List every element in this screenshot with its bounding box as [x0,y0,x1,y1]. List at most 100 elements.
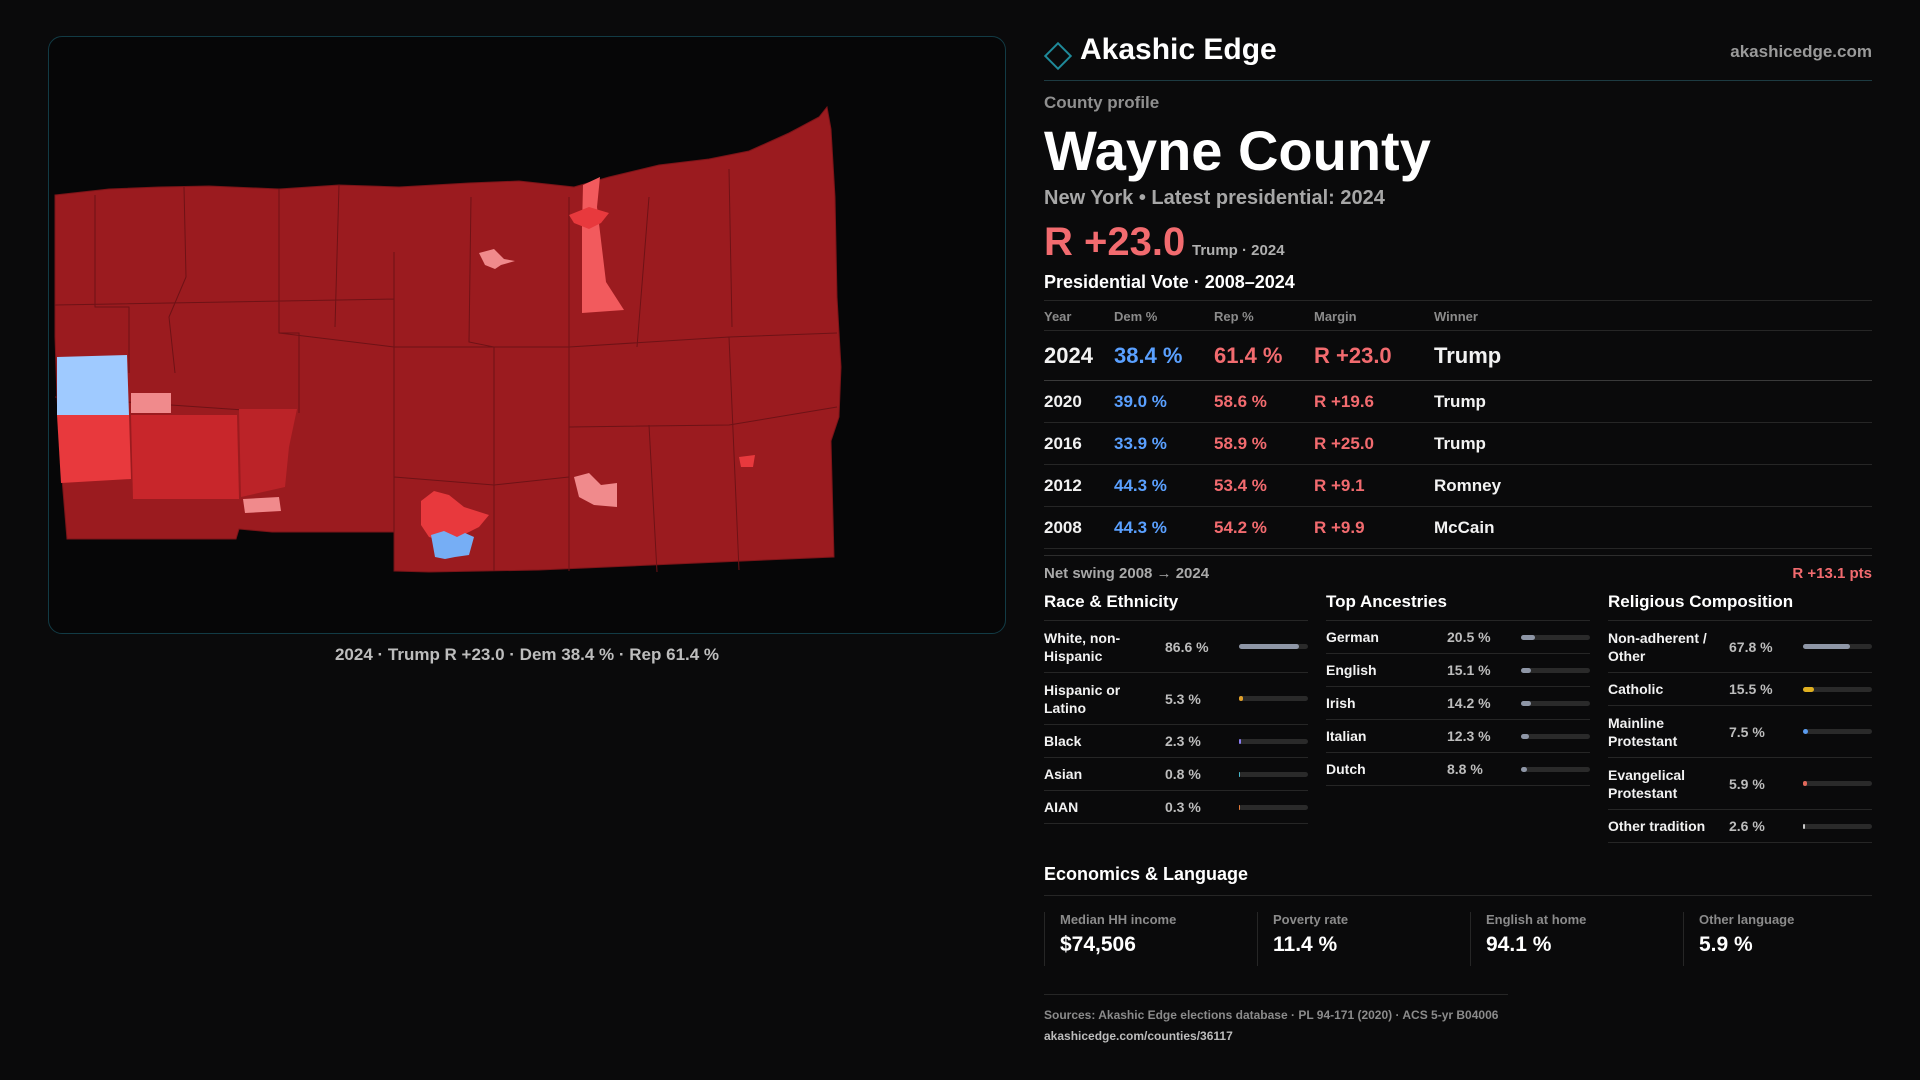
religion-row: Evangelical Protestant 5.9 % [1608,758,1872,810]
profile-eyebrow: County profile [1044,93,1160,112]
headline-margin-note: Trump · 2024 [1192,242,1285,259]
net-swing-label: Net swing 2008 → 2024 [1044,565,1210,582]
brand-header: Akashic Edge akashicedge.com [1043,30,1872,81]
precinct-small-north2 [569,207,609,229]
precinct-small-east2 [739,455,755,467]
col-header-year: Year [1044,301,1114,331]
precinct-town-dem [431,531,474,559]
stat-label: Mainline Protestant [1608,715,1678,749]
table-row: 2012 44.3 % 53.4 % R +9.1 Romney [1044,464,1872,507]
stat-label: Catholic [1608,681,1664,697]
ancestry-row: Irish 14.2 % [1326,687,1590,720]
rep-cell: 58.9 % [1214,422,1314,465]
year-cell: 2012 [1044,464,1114,507]
dem-cell: 38.4 % [1114,330,1214,381]
margin-cell: R +25.0 [1314,422,1434,465]
econ-label: English at home [1486,912,1587,927]
stat-bar-track [1803,729,1872,734]
religion-row: Mainline Protestant 7.5 % [1608,706,1872,758]
stat-label: Hispanic or Latino [1044,682,1121,716]
sources-link[interactable]: akashicedge.com/counties/36117 [1044,1029,1233,1043]
stat-bar-fill [1803,686,1814,692]
winner-cell: Romney [1434,464,1872,507]
stat-value: 14.2 % [1447,695,1491,711]
demographics-columns: Race & Ethnicity White, non-Hispanic 86.6… [1044,592,1872,852]
stat-value: 15.5 % [1729,681,1773,697]
stat-bar-track [1239,738,1308,744]
brand-name: Akashic Edge [1080,33,1277,66]
precinct-map[interactable] [49,37,1007,635]
precinct-lean-rep-west [57,415,131,483]
stat-value: 2.6 % [1729,818,1765,834]
precinct-mid-rep-west [131,415,239,499]
stat-value: 86.6 % [1165,638,1209,655]
stat-value: 5.9 % [1729,775,1765,792]
stat-value: 67.8 % [1729,638,1773,655]
winner-cell: Trump [1434,330,1872,381]
year-cell: 2008 [1044,506,1114,549]
precinct-tilt-rep-west [131,393,171,413]
stat-bar-fill [1521,733,1530,739]
race-row: Asian 0.8 % [1044,758,1308,791]
precinct-light-dem-west [57,355,129,415]
col-header-winner: Winner [1434,301,1872,331]
stat-bar-track [1521,766,1590,772]
col-header-margin: Margin [1314,301,1434,331]
stat-bar-fill [1521,700,1531,706]
ancestry-row: Italian 12.3 % [1326,720,1590,753]
winner-cell: McCain [1434,506,1872,549]
table-row: 2024 38.4 % 61.4 % R +23.0 Trump [1044,330,1872,381]
religion-row: Other tradition 2.6 % [1608,810,1872,843]
stat-label: Italian [1326,728,1367,744]
sources-text: Sources: Akashic Edge elections database… [1044,1008,1499,1022]
year-cell: 2016 [1044,422,1114,465]
ancestry-title: Top Ancestries [1326,592,1590,621]
profile-subtitle: New York • Latest presidential: 2024 [1044,187,1385,209]
religion-list: Non-adherent / Other 67.8 % Catholic 15.5 %… [1608,621,1872,843]
stat-bar-track [1521,667,1590,673]
stat-bar-track [1803,644,1872,649]
stat-bar-track [1239,696,1308,701]
stat-label: Dutch [1326,761,1366,777]
ancestry-row: English 15.1 % [1326,654,1590,687]
economics-stats: Median HH income $74,506 Poverty rate 11… [1044,895,1872,966]
stat-bar-track [1521,634,1590,640]
sources-footer: Sources: Akashic Edge elections database… [1044,994,1508,1047]
table-row: 2020 39.0 % 58.6 % R +19.6 Trump [1044,380,1872,423]
ancestry-row: Dutch 8.8 % [1326,753,1590,786]
year-cell: 2024 [1044,330,1114,381]
stat-label: Irish [1326,695,1356,711]
stat-bar-fill [1803,823,1805,829]
stat-bar-track [1239,644,1308,649]
econ-value: 11.4 % [1273,933,1338,956]
precinct-mid-rep-west2 [239,409,297,497]
margin-cell: R +9.1 [1314,464,1434,507]
stat-value: 20.5 % [1447,629,1491,645]
stat-label: Non-adherent / Other [1608,630,1707,664]
econ-stat-poverty: Poverty rate 11.4 % [1257,912,1457,966]
dem-cell: 33.9 % [1114,422,1214,465]
stat-bar-track [1521,700,1590,706]
stat-value: 0.8 % [1165,766,1201,782]
stat-bar-fill [1803,781,1808,786]
ancestry-row: German 20.5 % [1326,621,1590,654]
econ-label: Other language [1699,912,1795,927]
econ-value: 94.1 % [1486,933,1552,956]
stat-label: Other tradition [1608,818,1706,834]
table-row: 2016 33.9 % 58.9 % R +25.0 Trump [1044,422,1872,465]
race-row: Hispanic or Latino 5.3 % [1044,673,1308,725]
table-row: 2008 44.3 % 54.2 % R +9.9 McCain [1044,506,1872,549]
year-cell: 2020 [1044,380,1114,423]
stat-bar-fill [1239,771,1241,777]
stat-bar-track [1803,823,1872,829]
ancestry-list: German 20.5 % English 15.1 % Irish 14.2 % Ital… [1326,621,1590,786]
econ-stat-english: English at home 94.1 % [1470,912,1670,966]
margin-cell: R +23.0 [1314,330,1434,381]
brand-site-link[interactable]: akashicedge.com [1730,42,1872,61]
stat-label: AIAN [1044,799,1079,815]
stat-bar-fill [1239,696,1243,701]
stat-bar-track [1803,781,1872,786]
race-title: Race & Ethnicity [1044,592,1308,621]
dem-cell: 44.3 % [1114,464,1214,507]
stat-bar-fill [1239,738,1241,744]
